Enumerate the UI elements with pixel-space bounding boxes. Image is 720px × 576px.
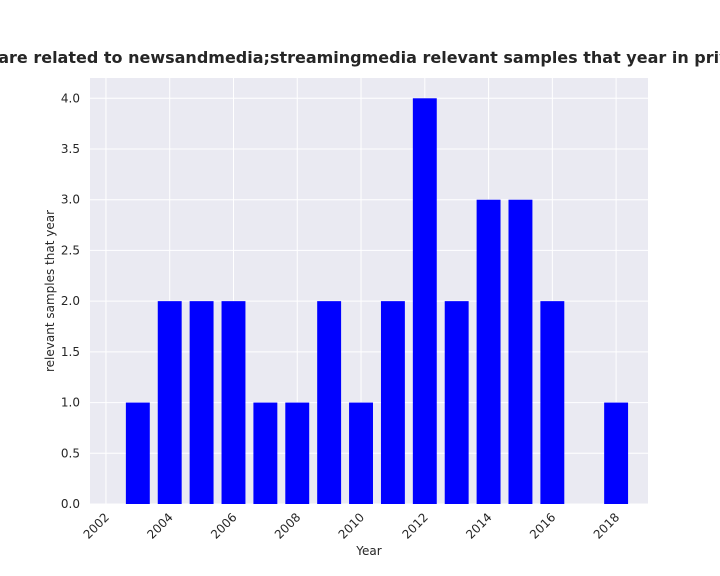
bar-2007 bbox=[253, 402, 278, 504]
x-tick-label: 2008 bbox=[272, 510, 303, 541]
bars bbox=[125, 98, 629, 505]
bar-2012 bbox=[412, 98, 437, 505]
x-axis-label: Year bbox=[355, 544, 381, 558]
y-tick-label: 1.5 bbox=[61, 345, 80, 359]
bar-2018 bbox=[604, 402, 629, 504]
chart-title: Categories are related to newsandmedia;s… bbox=[0, 48, 720, 67]
x-tick-label: 2006 bbox=[208, 510, 239, 541]
bar-2004 bbox=[157, 301, 182, 504]
y-axis-label: relevant samples that year bbox=[43, 210, 57, 372]
x-tick-label: 2012 bbox=[399, 510, 430, 541]
bar-2003 bbox=[125, 402, 150, 504]
bar-2005 bbox=[189, 301, 214, 504]
bar-2013 bbox=[444, 301, 469, 504]
x-tick-label: 2010 bbox=[336, 510, 367, 541]
y-tick-label: 0.5 bbox=[61, 446, 80, 460]
bar-2014 bbox=[476, 199, 501, 504]
y-tick-label: 3.5 bbox=[61, 142, 80, 156]
y-tick-label: 3.0 bbox=[61, 193, 80, 207]
x-tick-label: 2016 bbox=[527, 510, 558, 541]
y-tick-labels: 0.0 0.5 1.0 1.5 2.0 2.5 3.0 3.5 4.0 bbox=[61, 91, 80, 511]
bar-2010 bbox=[349, 402, 373, 504]
x-tick-label: 2014 bbox=[463, 510, 494, 541]
bar-2009 bbox=[317, 301, 342, 504]
bar-2015 bbox=[508, 199, 533, 504]
bar-2006 bbox=[221, 301, 246, 504]
x-tick-labels: 2002 2004 2006 2008 2010 2012 2014 2016 2018 bbox=[81, 510, 623, 541]
x-tick-label: 2002 bbox=[81, 510, 112, 541]
bar-2016 bbox=[540, 301, 565, 504]
y-tick-label: 0.0 bbox=[61, 497, 80, 511]
bar-2011 bbox=[380, 301, 405, 504]
x-tick-label: 2018 bbox=[591, 510, 622, 541]
y-tick-label: 2.0 bbox=[61, 294, 80, 308]
x-tick-label: 2004 bbox=[144, 510, 175, 541]
y-tick-label: 1.0 bbox=[61, 396, 80, 410]
bar-2008 bbox=[285, 402, 310, 504]
y-tick-label: 2.5 bbox=[61, 243, 80, 257]
y-tick-label: 4.0 bbox=[61, 91, 80, 105]
